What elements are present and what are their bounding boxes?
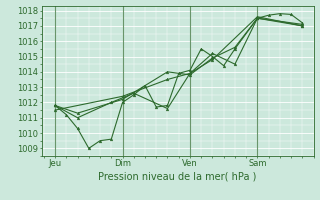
X-axis label: Pression niveau de la mer( hPa ): Pression niveau de la mer( hPa ): [99, 171, 257, 181]
